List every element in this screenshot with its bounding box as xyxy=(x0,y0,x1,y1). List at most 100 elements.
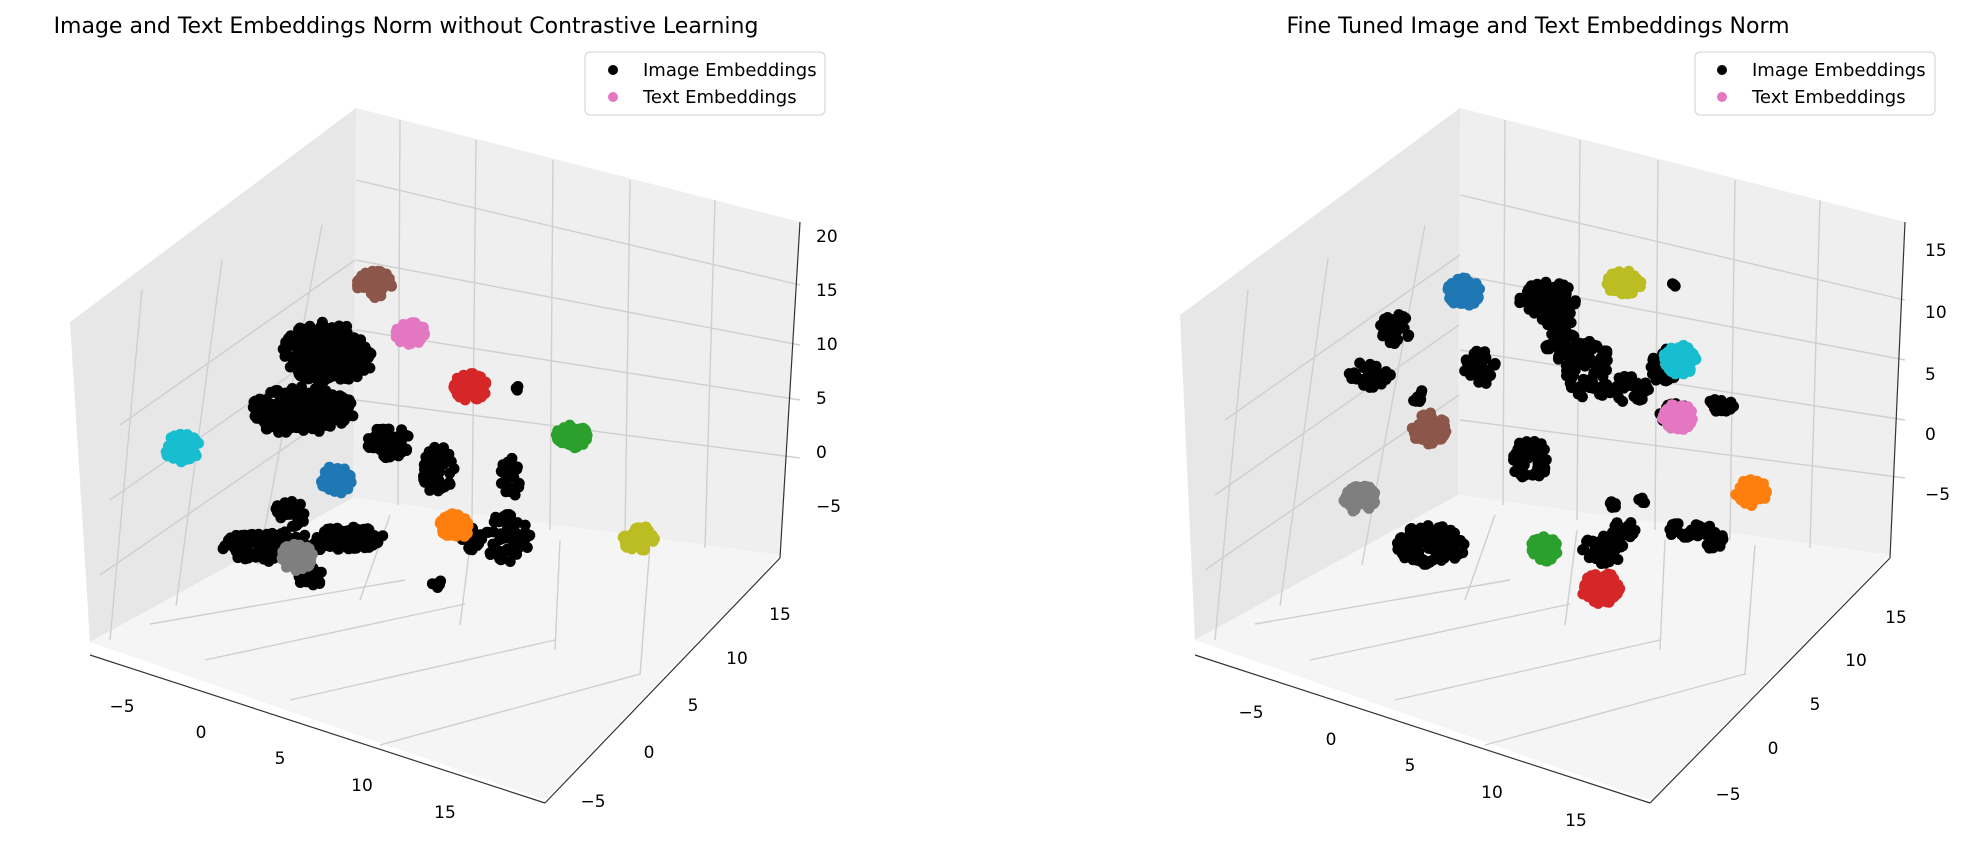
image-embedding-point xyxy=(299,529,311,541)
image-embedding-point xyxy=(253,528,265,540)
text-embedding-cluster-pink xyxy=(1677,404,1689,415)
left-x-tick-label: 0 xyxy=(196,723,207,743)
image-embedding-point xyxy=(1625,522,1636,534)
image-embedding-point xyxy=(1540,276,1552,288)
image-embedding-point xyxy=(1404,523,1416,535)
image-embedding-point xyxy=(448,463,460,475)
text-embedding-cluster-orange xyxy=(1757,482,1769,494)
left-y-tick-label: 5 xyxy=(688,696,699,716)
text-embedding-cluster-orange xyxy=(451,509,463,521)
text-embedding-cluster-orange xyxy=(457,518,468,530)
image-embedding-point xyxy=(438,449,450,461)
left-x-tick-label: 15 xyxy=(434,803,456,823)
text-embedding-cluster-blue xyxy=(1442,284,1454,296)
image-embedding-point xyxy=(519,519,531,531)
image-embedding-point xyxy=(276,388,288,400)
image-embedding-point xyxy=(341,320,353,332)
text-embedding-cluster-red xyxy=(480,378,492,389)
image-embedding-point xyxy=(350,542,362,554)
image-embedding-point xyxy=(1412,554,1424,566)
image-embedding-point xyxy=(513,477,525,489)
text-embedding-cluster-gray xyxy=(1359,497,1371,509)
text-embedding-cluster-green xyxy=(553,434,565,446)
image-embedding-point xyxy=(496,553,508,565)
image-embedding-point xyxy=(353,524,365,536)
image-embedding-point xyxy=(1549,313,1561,324)
image-embedding-point xyxy=(319,526,330,538)
text-embedding-cluster-cyan xyxy=(175,442,187,454)
text-embedding-cluster-gray xyxy=(302,556,314,567)
text-embedding-cluster-olive xyxy=(643,533,654,545)
image-embedding-point xyxy=(1717,533,1729,545)
text-embedding-cluster-red xyxy=(1602,568,1614,580)
left-chart-title: Image and Text Embeddings Norm without C… xyxy=(54,14,759,39)
right-y-tick-label: 5 xyxy=(1810,695,1821,715)
text-embedding-cluster-red xyxy=(467,368,479,380)
image-embedding-point xyxy=(265,528,277,540)
text-embedding-cluster-green xyxy=(1541,551,1553,563)
image-embedding-point xyxy=(1569,295,1581,307)
right-z-tick-label: −5 xyxy=(1925,485,1950,505)
image-embedding-point xyxy=(1363,365,1375,376)
left-z-tick-label: −5 xyxy=(816,497,841,517)
image-embedding-point xyxy=(497,530,509,542)
left-x-tick-label: −5 xyxy=(109,697,134,717)
image-embedding-point xyxy=(1473,370,1485,382)
left-z-tick-label: 5 xyxy=(816,389,827,409)
left-legend: Image Embeddings Text Embeddings xyxy=(584,51,826,116)
image-embedding-point xyxy=(476,533,488,545)
image-embedding-point xyxy=(241,534,253,546)
text-embedding-cluster-gray xyxy=(1360,481,1372,493)
image-embedding-point xyxy=(1482,371,1494,383)
text-embedding-cluster-brown xyxy=(1412,423,1424,435)
image-embedding-point xyxy=(359,542,371,554)
image-embedding-point xyxy=(326,392,338,404)
text-embedding-cluster-cyan xyxy=(1674,344,1686,356)
image-embedding-point xyxy=(305,324,317,336)
image-embedding-point xyxy=(1539,454,1551,466)
left-y-tick-label: 15 xyxy=(769,605,791,625)
image-embedding-point xyxy=(487,539,499,551)
image-embedding-point xyxy=(298,574,310,586)
image-embedding-point xyxy=(284,508,296,520)
image-embedding-point xyxy=(308,370,319,382)
right-y-tick-labels: −5 0 5 10 15 xyxy=(1715,608,1906,805)
image-embedding-point xyxy=(282,339,294,351)
image-embedding-point xyxy=(387,431,399,443)
image-embedding-point xyxy=(1448,541,1460,553)
text-embedding-cluster-brown xyxy=(371,277,383,289)
image-embedding-point xyxy=(343,398,355,410)
image-embedding-point xyxy=(1576,391,1588,403)
right-x-tick-label: −5 xyxy=(1238,703,1263,723)
text-embedding-cluster-olive xyxy=(628,539,639,551)
text-embedding-cluster-gray xyxy=(290,557,302,568)
left-x-tick-label: 10 xyxy=(351,776,373,796)
text-embedding-cluster-cyan xyxy=(1658,349,1670,361)
image-embedding-point xyxy=(1588,382,1599,394)
image-embedding-point xyxy=(289,384,301,396)
right-z-tick-label: 5 xyxy=(1925,365,1936,385)
image-embedding-point xyxy=(385,451,396,462)
image-embedding-point xyxy=(359,341,371,353)
image-embedding-point xyxy=(1613,392,1625,404)
text-embedding-cluster-red xyxy=(455,378,467,390)
image-embedding-point xyxy=(1605,384,1617,396)
left-legend-text-marker xyxy=(608,92,618,102)
image-embedding-point xyxy=(1411,391,1423,403)
image-embedding-point xyxy=(1637,497,1649,508)
image-embedding-point xyxy=(1545,285,1557,297)
image-embedding-point xyxy=(1346,373,1358,384)
image-embedding-point xyxy=(291,355,303,367)
image-embedding-point xyxy=(1612,520,1624,532)
image-embedding-point xyxy=(1618,371,1630,382)
right-legend: Image Embeddings Text Embeddings xyxy=(1694,51,1936,116)
image-embedding-point xyxy=(1647,354,1659,366)
image-embedding-point xyxy=(306,356,318,368)
text-embedding-cluster-pink xyxy=(407,329,418,341)
image-embedding-point xyxy=(1562,302,1573,314)
image-embedding-point xyxy=(503,509,515,520)
image-embedding-point xyxy=(235,549,247,561)
text-embedding-cluster-red xyxy=(1613,584,1625,596)
image-embedding-point xyxy=(330,414,342,426)
